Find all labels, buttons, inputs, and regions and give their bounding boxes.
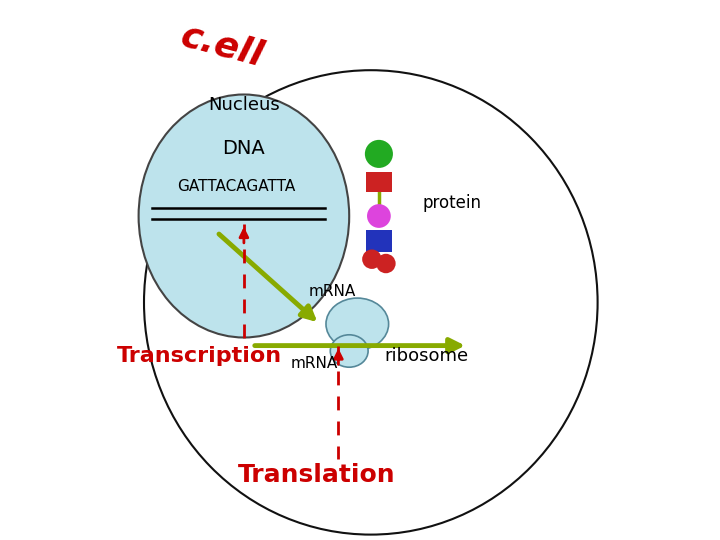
Circle shape bbox=[377, 254, 396, 273]
Text: Transcription: Transcription bbox=[117, 346, 282, 367]
Circle shape bbox=[365, 140, 393, 168]
Ellipse shape bbox=[138, 94, 349, 338]
Bar bbox=[366, 172, 392, 192]
Text: protein: protein bbox=[422, 193, 481, 212]
Circle shape bbox=[362, 249, 382, 269]
Text: c.ell: c.ell bbox=[177, 18, 267, 73]
Ellipse shape bbox=[144, 70, 598, 535]
Ellipse shape bbox=[326, 298, 389, 350]
Bar bbox=[366, 230, 392, 252]
Text: DNA: DNA bbox=[222, 139, 265, 158]
Text: Translation: Translation bbox=[238, 463, 395, 487]
Text: Nucleus: Nucleus bbox=[208, 96, 280, 114]
Circle shape bbox=[367, 204, 391, 228]
Text: GATTACAGATTA: GATTACAGATTA bbox=[176, 179, 295, 194]
Text: mRNA: mRNA bbox=[290, 356, 338, 372]
Text: mRNA: mRNA bbox=[309, 284, 356, 299]
Text: ribosome: ribosome bbox=[384, 347, 469, 366]
Ellipse shape bbox=[330, 335, 368, 367]
